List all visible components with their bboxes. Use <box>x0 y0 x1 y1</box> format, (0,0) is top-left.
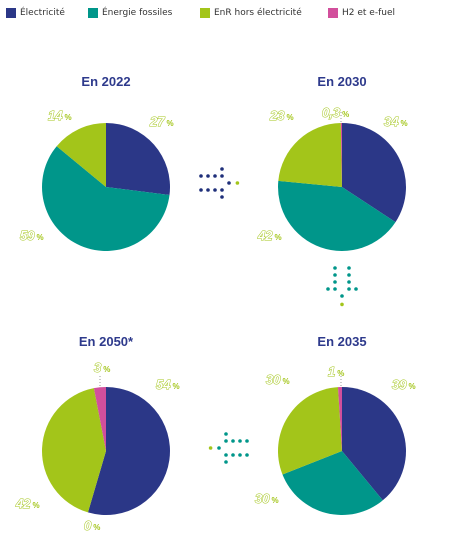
legend-item-enr: EnR hors électricité <box>200 8 302 18</box>
pie-value-label: 39% <box>392 377 416 392</box>
arrow-dot <box>220 195 224 199</box>
pie-title: En 2022 <box>81 74 130 89</box>
arrow-dot <box>231 439 235 443</box>
legend-swatch-h2 <box>328 8 338 18</box>
legend-swatch-enr <box>200 8 210 18</box>
legend-item-electricite: Électricité <box>6 8 65 18</box>
pie-value-label: 27% <box>149 114 174 129</box>
legend-label-electricite: Électricité <box>20 8 65 18</box>
pie-value-label: 3% <box>94 360 110 375</box>
pie-title: En 2050* <box>79 334 134 349</box>
arrow-dot <box>238 439 242 443</box>
pie-chart-3: En 2035 39 % 30 % 30 % 1% <box>255 334 416 516</box>
pie-slice <box>278 180 396 251</box>
arrow-dot <box>224 460 228 464</box>
arrow-dot <box>245 439 249 443</box>
pie-value-label: 0% <box>84 518 100 533</box>
legend-label-enr: EnR hors électricité <box>214 8 302 18</box>
pie-slice <box>42 388 106 513</box>
arrow-dot <box>199 188 203 192</box>
arrow-dot <box>326 287 330 291</box>
legend-swatch-electricite <box>6 8 16 18</box>
arrow-dot <box>208 446 213 450</box>
arrow-dot <box>217 446 221 450</box>
legend: Électricité Énergie fossiles EnR hors él… <box>6 8 454 24</box>
arrow-dot <box>220 167 224 171</box>
legend-label-h2: H2 et e-fuel <box>342 8 395 18</box>
legend-item-fossiles: Énergie fossiles <box>88 8 172 18</box>
pie-slice <box>342 387 407 501</box>
pie-value-label: 42% <box>15 496 40 511</box>
arrow-dot <box>206 188 210 192</box>
legend-swatch-fossiles <box>88 8 98 18</box>
pie-title: En 2030 <box>317 74 366 89</box>
arrow-dot <box>213 188 217 192</box>
arrow-dot <box>213 174 217 178</box>
pie-slice <box>277 387 342 475</box>
pie-chart-1: En 2022 27 % 59 % 14% <box>20 74 174 251</box>
pie-slice <box>342 123 406 223</box>
arrow-dot <box>347 280 351 284</box>
arrow-dot <box>347 273 351 277</box>
legend-label-fossiles: Énergie fossiles <box>102 8 173 18</box>
arrow-dot <box>333 273 337 277</box>
pie-slice <box>87 387 170 515</box>
arrow-2030-to-2035 <box>326 266 358 307</box>
arrow-dot <box>224 439 228 443</box>
pie-slice <box>278 123 342 187</box>
pie-slice <box>106 123 171 196</box>
pie-slice <box>337 387 342 451</box>
pie-value-label: 23% <box>269 108 294 123</box>
pie-slice <box>56 123 106 187</box>
arrow-dot <box>220 174 224 178</box>
pie-value-label: 42% <box>257 228 282 243</box>
pie-value-label: 59% <box>20 228 44 243</box>
pie-chart-2: En 2030 34 % 42 % 23% 0,3% <box>257 74 408 251</box>
pie-value-label: 54% <box>156 377 180 392</box>
arrow-2035-to-2050 <box>208 432 249 464</box>
arrow-dot <box>340 302 344 307</box>
pie-slice <box>340 122 342 187</box>
pie-slice <box>282 451 383 516</box>
arrow-dot <box>220 188 224 192</box>
pie-value-label: 0,3% <box>322 105 349 120</box>
pie-value-label: 14% <box>48 108 72 123</box>
arrow-dot <box>235 181 240 185</box>
pie-chart-4: En 2050* 54 % 0 % 42 % 3% <box>15 334 181 534</box>
pie-slice <box>42 146 170 251</box>
pie-slice <box>93 387 106 451</box>
arrow-dot <box>340 294 344 298</box>
arrow-dot <box>231 453 235 457</box>
arrow-dot <box>199 174 203 178</box>
arrow-dot <box>224 432 228 436</box>
arrow-dot <box>224 453 228 457</box>
pie-value-label: 34% <box>384 114 408 129</box>
pie-value-label: 30% <box>255 491 279 506</box>
arrow-dot <box>354 287 358 291</box>
arrow-dot <box>333 266 337 270</box>
arrow-dot <box>347 287 351 291</box>
arrow-dot <box>333 280 337 284</box>
pie-value-label: 1% <box>328 364 344 379</box>
pie-value-label: 30% <box>266 372 290 387</box>
arrow-2022-to-2030 <box>199 167 240 199</box>
arrow-dot <box>245 453 249 457</box>
arrow-dot <box>333 287 337 291</box>
pie-title: En 2035 <box>317 334 366 349</box>
legend-item-h2: H2 et e-fuel <box>328 8 395 18</box>
arrow-dot <box>347 266 351 270</box>
arrow-dot <box>227 181 231 185</box>
arrow-dot <box>206 174 210 178</box>
arrow-dot <box>238 453 242 457</box>
